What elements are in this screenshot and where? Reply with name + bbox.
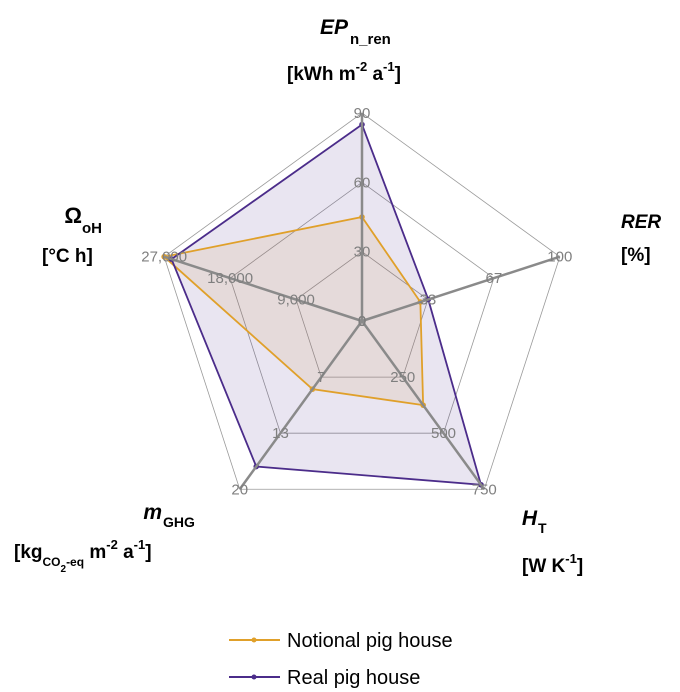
legend: Notional pig house Real pig house xyxy=(229,630,453,689)
tick-label-rer-3: 100 xyxy=(547,249,572,266)
tick-label-ep-0: 0 xyxy=(358,313,366,330)
axis-title-ht: H T [W K-1] xyxy=(522,507,583,577)
m-units-subsub: 2 xyxy=(61,564,67,575)
ht-units-sup: -1 xyxy=(565,551,577,566)
grid-ring-1 xyxy=(295,251,429,378)
series-area-0 xyxy=(164,217,424,406)
m-units-sup2: -1 xyxy=(134,537,146,552)
m-units-sub: CO xyxy=(43,555,61,569)
tick-label-m-3: 20 xyxy=(231,481,248,498)
tick-label-rer-1: 33 xyxy=(420,292,437,309)
axis-line-m xyxy=(238,320,364,491)
series-line-0 xyxy=(162,216,425,407)
legend-label-real: Real pig house xyxy=(287,667,420,689)
tick-label-om-2: 18,000 xyxy=(207,270,253,287)
m-units-d: ] xyxy=(145,542,151,563)
tick-label-m-0: 0 xyxy=(358,313,366,330)
tick-label-rer-2: 67 xyxy=(486,270,503,287)
ep-units-sup2: -1 xyxy=(383,59,395,74)
axis-title-om-main: Ω xyxy=(64,203,82,228)
ep-units-c: ] xyxy=(395,64,401,85)
axis-title-ep-main: EP xyxy=(320,16,349,39)
legend-item-real: Real pig house xyxy=(229,667,420,689)
axis-title-ht-sub: T xyxy=(538,520,547,536)
axis-title-m-sub: GHG xyxy=(163,514,195,530)
tick-label-ht-1: 250 xyxy=(390,369,415,386)
axis-title-m-units: [kgCO2-eq m-2 a-1] xyxy=(14,537,152,575)
legend-label-notional: Notional pig house xyxy=(287,630,453,652)
ep-units-a: [kWh m xyxy=(287,64,356,85)
axis-title-rer: RER [%] xyxy=(621,212,661,266)
m-units-c: a xyxy=(118,542,134,563)
ht-units-a: [W K xyxy=(522,556,566,577)
tick-label-om-1: 9,000 xyxy=(277,292,315,309)
axis-title-ht-main: H xyxy=(522,507,538,530)
axis-title-om: Ω oH [°C h] xyxy=(42,203,102,267)
axis-title-rer-main: RER xyxy=(621,212,661,233)
ht-units-b: ] xyxy=(577,556,583,577)
series-line-1 xyxy=(170,123,483,486)
axis-title-ht-units: [W K-1] xyxy=(522,551,583,577)
axis-title-ep-units: [kWh m-2 a-1] xyxy=(287,59,401,85)
tick-label-ep-2: 60 xyxy=(354,174,371,191)
m-units-sub2: -eq xyxy=(66,555,84,569)
series-area-1 xyxy=(171,124,481,485)
tick-label-ht-3: 750 xyxy=(472,481,497,498)
axis-title-ep: EP n_ren [kWh m-2 a-1] xyxy=(287,16,401,85)
tick-label-m-2: 13 xyxy=(272,425,289,442)
axis-line-ht xyxy=(360,320,486,491)
axis-line-om xyxy=(163,255,363,323)
tick-label-ep-3: 90 xyxy=(354,105,371,122)
tick-label-rer-0: 0 xyxy=(358,313,366,330)
tick-label-om-3: 27,000 xyxy=(141,249,187,266)
axis-line-rer xyxy=(361,255,561,323)
m-units-a: [kg xyxy=(14,542,43,563)
axis-title-m: m GHG [kgCO2-eq m-2 a-1] xyxy=(14,501,195,575)
grid-ring-2 xyxy=(229,181,495,434)
m-units-b: m xyxy=(84,542,106,563)
tick-label-m-1: 7 xyxy=(317,369,325,386)
grid-ring-3 xyxy=(163,112,561,490)
axis-lines xyxy=(163,113,561,491)
axis-title-rer-units: [%] xyxy=(621,245,651,266)
ep-units-b: a xyxy=(367,64,383,85)
legend-marker-notional xyxy=(251,637,257,643)
axis-title-om-units: [°C h] xyxy=(42,246,93,267)
tick-label-ep-1: 30 xyxy=(354,244,371,261)
m-units-sup1: -2 xyxy=(106,537,118,552)
tick-labels: 030609003367100025050075007132009,00018,… xyxy=(141,105,572,498)
ep-units-sup1: -2 xyxy=(356,59,368,74)
tick-label-ht-2: 500 xyxy=(431,425,456,442)
legend-item-notional: Notional pig house xyxy=(229,630,453,652)
legend-marker-real xyxy=(251,674,257,680)
axis-title-m-main: m xyxy=(143,501,162,524)
axis-title-ep-sub: n_ren xyxy=(350,31,391,48)
radar-grid xyxy=(163,112,561,490)
tick-label-om-0: 0 xyxy=(358,313,366,330)
tick-label-ht-0: 0 xyxy=(358,313,366,330)
axis-title-om-sub: oH xyxy=(82,220,102,237)
